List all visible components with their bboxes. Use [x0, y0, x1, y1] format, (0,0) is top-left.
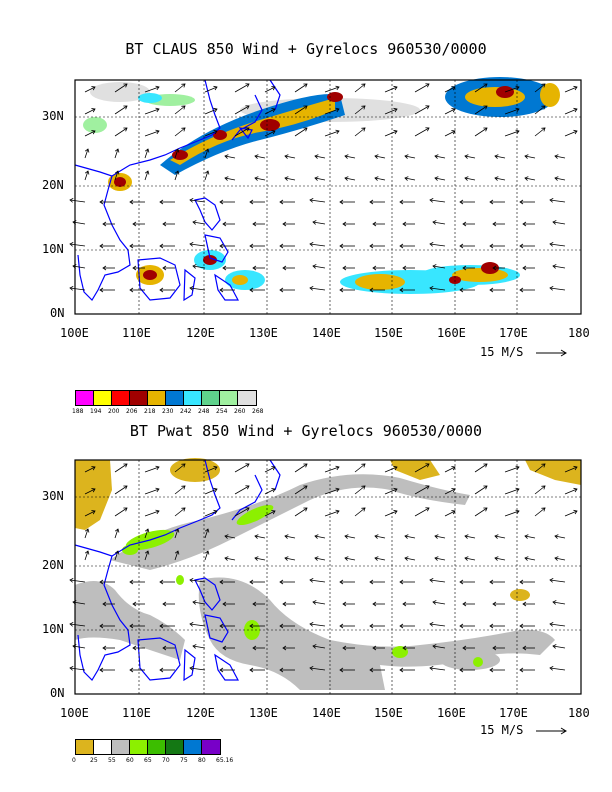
panel-2-title: BT Pwat 850 Wind + Gyrelocs 960530/0000: [129, 422, 483, 440]
colorbar-swatch: [94, 740, 112, 754]
colorbar-swatch: [76, 391, 94, 405]
panel-1-title: BT CLAUS 850 Wind + Gyrelocs 960530/0000: [125, 40, 487, 58]
colorbar-tick-label: 254: [216, 408, 228, 415]
lon-label: 100E: [60, 706, 89, 720]
map-frame: [74, 79, 582, 315]
pwat-field: [75, 458, 581, 690]
colorbar-tick-label: 268: [252, 408, 264, 415]
colorbar-tick-label: 242: [180, 408, 192, 415]
colorbar-tick-label: 260: [234, 408, 246, 415]
lon-label: 140E: [312, 326, 341, 340]
colorbar-tick-label: 55: [108, 757, 116, 764]
colorbar-tick-label: 188: [72, 408, 84, 415]
coastline: [74, 79, 281, 302]
lat-label: 10N: [42, 242, 64, 256]
colorbar-tick-label: 70: [162, 757, 170, 764]
colorbar-1: [75, 390, 257, 406]
lat-label: 10N: [42, 622, 64, 636]
colorbar-tick-label: 194: [90, 408, 102, 415]
panel-2-map: [69, 458, 582, 735]
lon-label: 160E: [437, 706, 466, 720]
reference-vector-label: 15 M/S: [480, 723, 524, 737]
lon-label: 130E: [249, 706, 278, 720]
colorbar-tick-label: 65.16: [216, 757, 234, 764]
colorbar-swatch: [130, 740, 148, 754]
colorbar-tick-label: 206: [126, 408, 138, 415]
colorbar-swatch: [148, 391, 166, 405]
lon-label: 130E: [249, 326, 278, 340]
reference-vector-arrow: [536, 349, 567, 357]
colorbar-tick-label: 0: [72, 757, 76, 764]
colorbar-tick-label: 75: [180, 757, 188, 764]
colorbar-swatch: [76, 740, 94, 754]
colorbar-tick-label: 80: [198, 757, 206, 764]
colorbar-swatch: [184, 391, 202, 405]
colorbar-tick-label: 60: [126, 757, 134, 764]
colorbar-swatch: [148, 740, 166, 754]
lat-label: 30N: [42, 109, 64, 123]
lon-label: 170E: [499, 326, 528, 340]
wind-vectors: [69, 463, 578, 673]
colorbar-tick-label: 65: [144, 757, 152, 764]
colorbar-swatch: [220, 391, 238, 405]
colorbar-swatch: [112, 740, 130, 754]
colorbar-tick-label: 25: [90, 757, 98, 764]
lon-label: 150E: [374, 326, 403, 340]
colorbar-swatch: [166, 391, 184, 405]
colorbar-tick-label: 200: [108, 408, 120, 415]
lon-label: 160E: [437, 326, 466, 340]
colorbar-swatch: [166, 740, 184, 754]
lon-label: 110E: [122, 706, 151, 720]
lon-label: 150E: [374, 706, 403, 720]
lon-label: 120E: [186, 326, 215, 340]
lat-label: 20N: [42, 558, 64, 572]
lat-label: 0N: [50, 306, 65, 320]
colorbar-swatch: [94, 391, 112, 405]
colorbar-swatch: [202, 391, 220, 405]
colorbar-swatch: [184, 740, 202, 754]
lat-label: 30N: [42, 489, 64, 503]
wind-vectors: [69, 83, 578, 293]
colorbar-2: [75, 739, 221, 755]
graticule: [75, 460, 581, 694]
colorbar-swatch: [238, 391, 256, 405]
map-frame: [74, 459, 582, 695]
colorbar-tick-label: 248: [198, 408, 210, 415]
lat-label: 20N: [42, 178, 64, 192]
reference-vector-arrow: [536, 727, 567, 735]
lon-label: 140E: [312, 706, 341, 720]
lon-label: 180: [568, 326, 590, 340]
lon-label: 100E: [60, 326, 89, 340]
graticule: [75, 80, 581, 314]
colorbar-tick-label: 230: [162, 408, 174, 415]
lon-label: 180: [568, 706, 590, 720]
lon-label: 110E: [122, 326, 151, 340]
colorbar-swatch: [130, 391, 148, 405]
lon-label: 170E: [499, 706, 528, 720]
colorbar-tick-label: 218: [144, 408, 156, 415]
colorbar-swatch: [112, 391, 130, 405]
panel-1-map: [69, 77, 582, 357]
colorbar-swatch: [202, 740, 220, 754]
cloud-field: [83, 77, 560, 294]
lon-label: 120E: [186, 706, 215, 720]
reference-vector-label: 15 M/S: [480, 345, 524, 359]
lat-label: 0N: [50, 686, 65, 700]
